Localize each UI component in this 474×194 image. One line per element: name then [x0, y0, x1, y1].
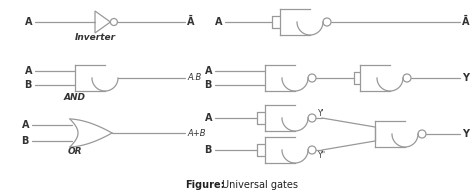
Circle shape	[403, 74, 411, 82]
Text: B: B	[205, 80, 212, 90]
Text: A: A	[204, 113, 212, 123]
Circle shape	[308, 146, 316, 154]
Text: B: B	[22, 136, 29, 146]
Text: Y: Y	[462, 129, 469, 139]
Circle shape	[418, 130, 426, 138]
Text: Ā: Ā	[187, 17, 194, 27]
Text: A.B: A.B	[187, 74, 201, 82]
Text: A: A	[25, 66, 32, 76]
Text: B: B	[25, 80, 32, 90]
Text: A: A	[25, 17, 32, 27]
Text: Figure:: Figure:	[185, 180, 225, 190]
Circle shape	[110, 18, 118, 25]
Text: Inverter: Inverter	[74, 34, 116, 42]
Text: Universal gates: Universal gates	[222, 180, 298, 190]
Text: A: A	[21, 120, 29, 130]
Text: A: A	[215, 17, 222, 27]
Text: B: B	[205, 145, 212, 155]
Circle shape	[308, 74, 316, 82]
Circle shape	[308, 114, 316, 122]
Text: Ā: Ā	[462, 17, 470, 27]
Text: A: A	[204, 66, 212, 76]
Text: Y: Y	[462, 73, 469, 83]
Text: AND: AND	[64, 93, 86, 101]
Text: OR: OR	[68, 147, 82, 157]
Circle shape	[323, 18, 331, 26]
Text: Y': Y'	[318, 108, 325, 118]
Text: A+B: A+B	[187, 128, 206, 138]
Text: Y": Y"	[318, 151, 326, 159]
